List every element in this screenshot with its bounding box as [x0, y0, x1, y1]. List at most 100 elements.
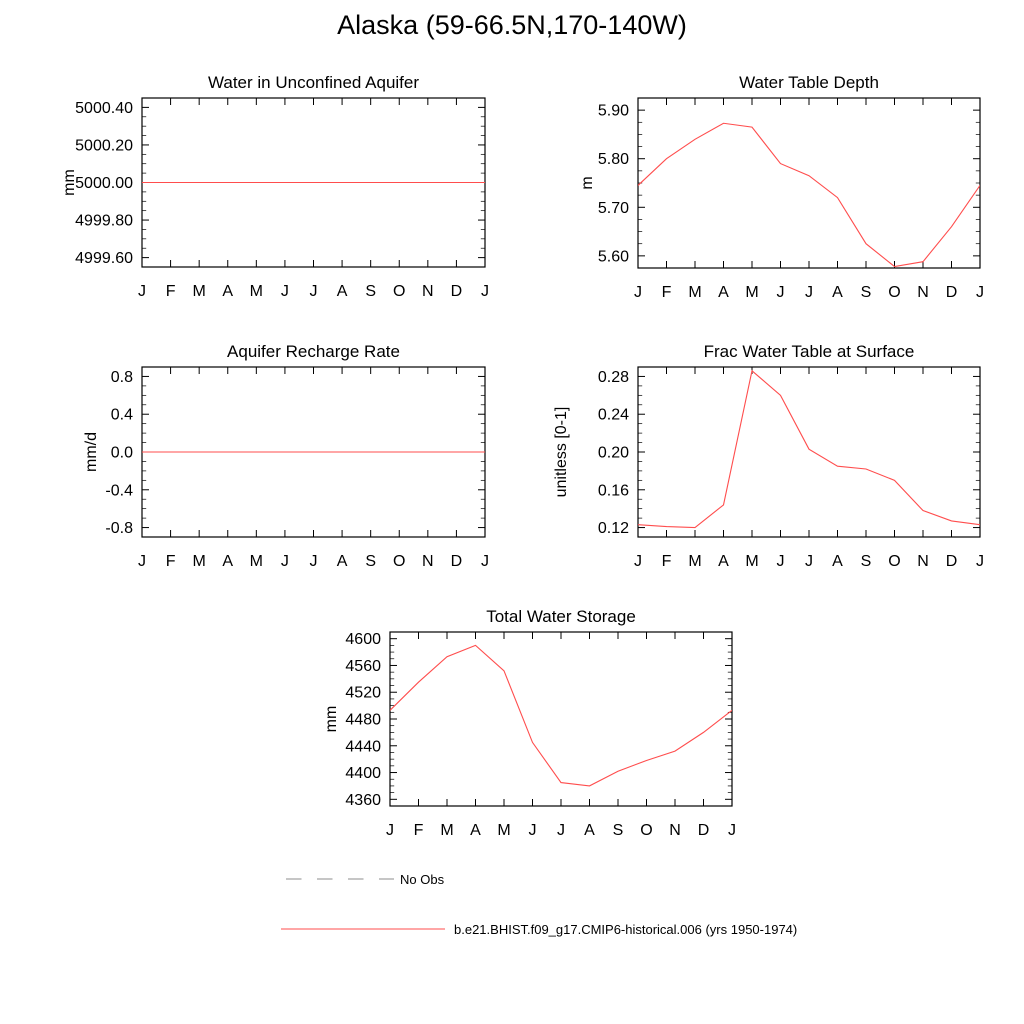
svg-text:A: A [718, 284, 729, 301]
svg-text:M: M [745, 553, 758, 570]
svg-text:A: A [337, 553, 348, 570]
svg-text:M: M [250, 553, 263, 570]
svg-text:Aquifer Recharge Rate: Aquifer Recharge Rate [227, 342, 400, 361]
svg-text:D: D [946, 284, 958, 301]
svg-text:J: J [138, 553, 146, 570]
svg-text:4600: 4600 [345, 631, 381, 648]
svg-text:J: J [529, 822, 537, 839]
svg-text:S: S [861, 284, 872, 301]
svg-text:J: J [805, 553, 813, 570]
svg-text:A: A [718, 553, 729, 570]
svg-text:O: O [393, 283, 405, 300]
svg-text:m: m [579, 176, 596, 189]
svg-text:M: M [688, 284, 701, 301]
svg-text:0.12: 0.12 [598, 520, 629, 537]
svg-text:4400: 4400 [345, 765, 381, 782]
svg-text:S: S [365, 283, 376, 300]
svg-text:5.90: 5.90 [598, 103, 629, 120]
svg-text:4360: 4360 [345, 792, 381, 809]
svg-text:A: A [222, 283, 233, 300]
svg-text:5.80: 5.80 [598, 151, 629, 168]
svg-text:M: M [193, 283, 206, 300]
svg-text:D: D [698, 822, 710, 839]
svg-text:0.8: 0.8 [111, 369, 133, 386]
svg-text:J: J [805, 284, 813, 301]
svg-text:D: D [451, 553, 463, 570]
svg-text:J: J [310, 553, 318, 570]
svg-text:J: J [728, 822, 736, 839]
svg-text:unitless [0-1]: unitless [0-1] [553, 407, 570, 498]
svg-text:0.24: 0.24 [598, 407, 629, 424]
svg-text:b.e21.BHIST.f09_g17.CMIP6-hist: b.e21.BHIST.f09_g17.CMIP6-historical.006… [454, 922, 797, 937]
svg-text:O: O [393, 553, 405, 570]
svg-text:O: O [888, 284, 900, 301]
svg-text:J: J [481, 283, 489, 300]
svg-text:0.28: 0.28 [598, 369, 629, 386]
svg-text:J: J [976, 284, 984, 301]
svg-text:S: S [365, 553, 376, 570]
svg-text:4440: 4440 [345, 738, 381, 755]
svg-text:mm: mm [323, 706, 340, 733]
svg-text:5.70: 5.70 [598, 200, 629, 217]
svg-text:J: J [557, 822, 565, 839]
svg-text:Water Table Depth: Water Table Depth [739, 73, 879, 92]
svg-text:0.20: 0.20 [598, 445, 629, 462]
svg-text:F: F [166, 553, 176, 570]
svg-text:Water in Unconfined Aquifer: Water in Unconfined Aquifer [208, 73, 419, 92]
svg-text:5000.20: 5000.20 [75, 137, 133, 154]
svg-text:F: F [662, 284, 672, 301]
svg-text:O: O [888, 553, 900, 570]
svg-text:J: J [777, 553, 785, 570]
svg-text:M: M [688, 553, 701, 570]
svg-text:J: J [138, 283, 146, 300]
svg-text:F: F [414, 822, 424, 839]
svg-text:0.16: 0.16 [598, 482, 629, 499]
svg-text:A: A [337, 283, 348, 300]
svg-text:Frac Water Table at Surface: Frac Water Table at Surface [704, 342, 915, 361]
svg-text:J: J [634, 284, 642, 301]
svg-text:4520: 4520 [345, 685, 381, 702]
svg-text:mm/d: mm/d [83, 432, 100, 472]
svg-text:J: J [386, 822, 394, 839]
svg-text:N: N [917, 553, 929, 570]
svg-text:N: N [669, 822, 681, 839]
svg-text:A: A [584, 822, 595, 839]
svg-text:S: S [861, 553, 872, 570]
svg-text:5000.00: 5000.00 [75, 175, 133, 192]
svg-text:Total Water Storage: Total Water Storage [486, 607, 636, 626]
svg-text:mm: mm [61, 169, 78, 196]
svg-text:D: D [946, 553, 958, 570]
svg-text:A: A [222, 553, 233, 570]
svg-text:M: M [745, 284, 758, 301]
svg-text:0.4: 0.4 [111, 407, 133, 424]
svg-text:A: A [470, 822, 481, 839]
svg-text:S: S [613, 822, 624, 839]
svg-text:A: A [832, 553, 843, 570]
svg-text:J: J [976, 553, 984, 570]
svg-text:-0.4: -0.4 [105, 482, 133, 499]
svg-text:O: O [640, 822, 652, 839]
svg-text:F: F [166, 283, 176, 300]
svg-text:A: A [832, 284, 843, 301]
svg-text:N: N [422, 283, 434, 300]
svg-text:4999.60: 4999.60 [75, 250, 133, 267]
svg-text:M: M [250, 283, 263, 300]
svg-text:4560: 4560 [345, 658, 381, 675]
svg-text:4480: 4480 [345, 712, 381, 729]
svg-text:J: J [634, 553, 642, 570]
svg-text:D: D [451, 283, 463, 300]
svg-text:M: M [440, 822, 453, 839]
svg-text:F: F [662, 553, 672, 570]
svg-text:J: J [281, 283, 289, 300]
svg-text:N: N [917, 284, 929, 301]
svg-text:Alaska (59-66.5N,170-140W): Alaska (59-66.5N,170-140W) [337, 10, 687, 40]
svg-text:M: M [497, 822, 510, 839]
svg-text:J: J [310, 283, 318, 300]
svg-text:4999.80: 4999.80 [75, 213, 133, 230]
svg-text:-0.8: -0.8 [105, 520, 133, 537]
svg-text:N: N [422, 553, 434, 570]
svg-text:J: J [481, 553, 489, 570]
svg-text:0.0: 0.0 [111, 445, 133, 462]
svg-text:No Obs: No Obs [400, 872, 445, 887]
svg-text:5000.40: 5000.40 [75, 100, 133, 117]
